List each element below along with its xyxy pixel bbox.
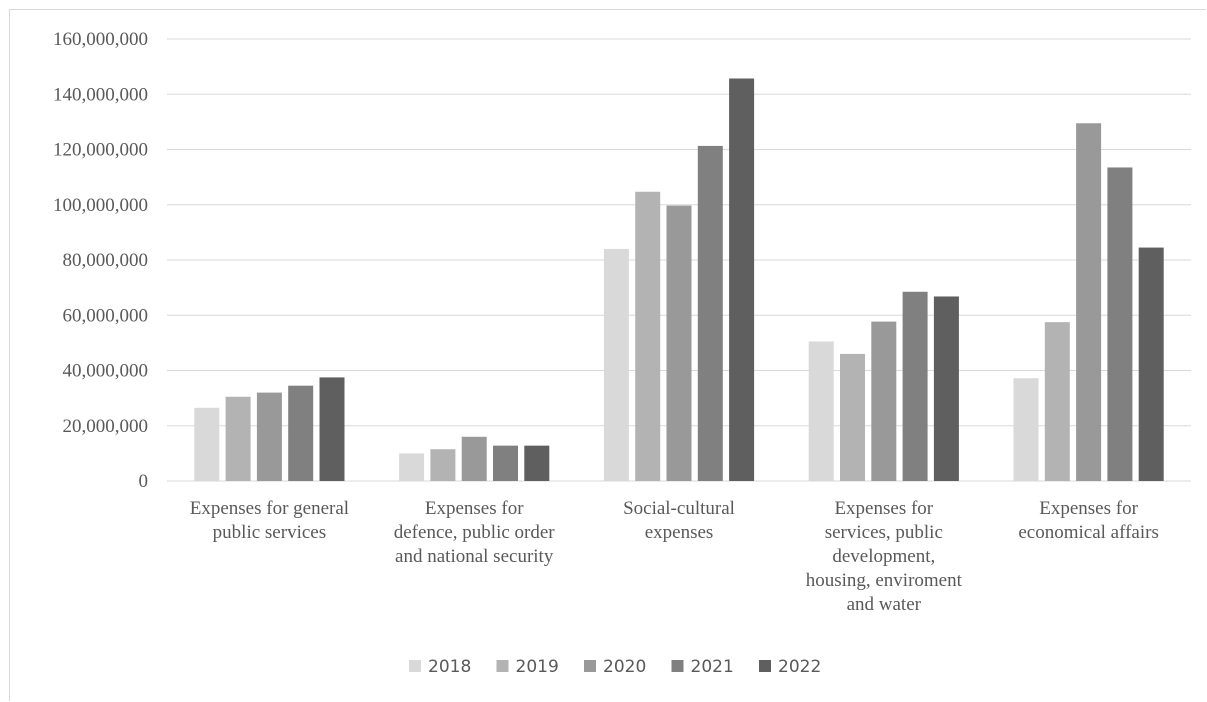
x-tick-label-line: Social-cultural: [623, 498, 735, 519]
y-tick-label: 140,000,000: [53, 84, 148, 105]
x-tick-label-line: development,: [832, 546, 935, 567]
legend: 2018 2019 2020 2021 2022: [409, 657, 821, 677]
x-tick-label-line: public services: [213, 522, 326, 543]
bar-2022: [319, 377, 345, 481]
x-tick-label: Expenses for general public services: [190, 498, 349, 543]
x-axis-labels: Expenses for general public servicesExpen…: [190, 498, 1159, 615]
bar-2018: [1013, 378, 1039, 481]
chart-frame: [9, 9, 1206, 701]
x-tick-label-line: and national security: [395, 546, 554, 567]
legend-label-2022: 2022: [778, 657, 821, 677]
legend-label-2020: 2020: [603, 657, 646, 677]
bar-2019: [840, 353, 865, 481]
x-tick-label-line: Expenses for: [425, 498, 524, 519]
bar-2018: [808, 341, 834, 481]
x-tick-label-line: housing, enviroment: [806, 570, 963, 591]
bar-2021: [288, 385, 314, 481]
bar-2021: [1107, 167, 1133, 482]
y-tick-label: 0: [139, 471, 149, 492]
legend-swatch-2020: [584, 660, 596, 672]
bar-2022: [1138, 247, 1164, 481]
bar-2019: [225, 396, 251, 481]
x-tick-label-line: services, public: [825, 522, 943, 543]
bar-2021: [697, 145, 723, 481]
y-tick-label: 100,000,000: [53, 195, 148, 216]
x-tick-label-line: and water: [847, 594, 922, 615]
x-tick-label-line: Expenses for: [1039, 498, 1138, 519]
x-tick-label: Expenses for services, public development,…: [806, 498, 963, 615]
legend-swatch-2021: [671, 660, 684, 672]
bar-2019: [635, 191, 661, 482]
x-tick-label: Expenses for defence, public order and nat…: [394, 498, 556, 567]
legend-swatch-2019: [496, 660, 509, 672]
y-tick-label: 160,000,000: [53, 29, 148, 50]
bar-2020: [1076, 123, 1102, 481]
x-tick-label-line: economical affairs: [1018, 522, 1159, 543]
bar-2022: [933, 296, 959, 481]
y-axis-labels: 0 20,000,000 40,000,000 60,000,000 80,000,00…: [53, 29, 148, 492]
legend-swatch-2018: [409, 660, 421, 672]
bar-2020: [256, 392, 282, 481]
bar-2020: [461, 436, 487, 481]
x-tick-label-line: expenses: [645, 522, 714, 543]
bar-2022: [524, 445, 550, 481]
y-tick-label: 80,000,000: [63, 250, 149, 271]
x-tick-label: Expenses for economical affairs: [1018, 498, 1159, 543]
bar-2018: [603, 248, 629, 481]
legend-label-2021: 2021: [691, 657, 734, 677]
y-tick-label: 60,000,000: [63, 305, 149, 326]
x-tick-label-line: Expenses for: [834, 498, 933, 519]
legend-label-2018: 2018: [428, 657, 471, 677]
bar-2022: [729, 78, 755, 481]
bar-2018: [194, 407, 220, 481]
y-tick-label: 20,000,000: [63, 416, 149, 437]
bar-2020: [871, 321, 897, 481]
bar-2020: [666, 205, 692, 482]
bar-2021: [493, 445, 518, 481]
legend-label-2019: 2019: [516, 657, 559, 677]
bar-2019: [430, 449, 456, 481]
bar-2021: [902, 291, 928, 481]
bar-2018: [399, 453, 425, 481]
legend-swatch-2022: [759, 660, 771, 672]
x-tick-label-line: Expenses for general: [190, 498, 349, 519]
x-tick-label-line: defence, public order: [394, 522, 556, 543]
bars: [194, 78, 1164, 482]
bar-2019: [1044, 322, 1070, 481]
x-tick-label: Social-cultural expenses: [623, 498, 735, 543]
y-tick-label: 40,000,000: [63, 361, 149, 382]
y-tick-label: 120,000,000: [53, 140, 148, 161]
